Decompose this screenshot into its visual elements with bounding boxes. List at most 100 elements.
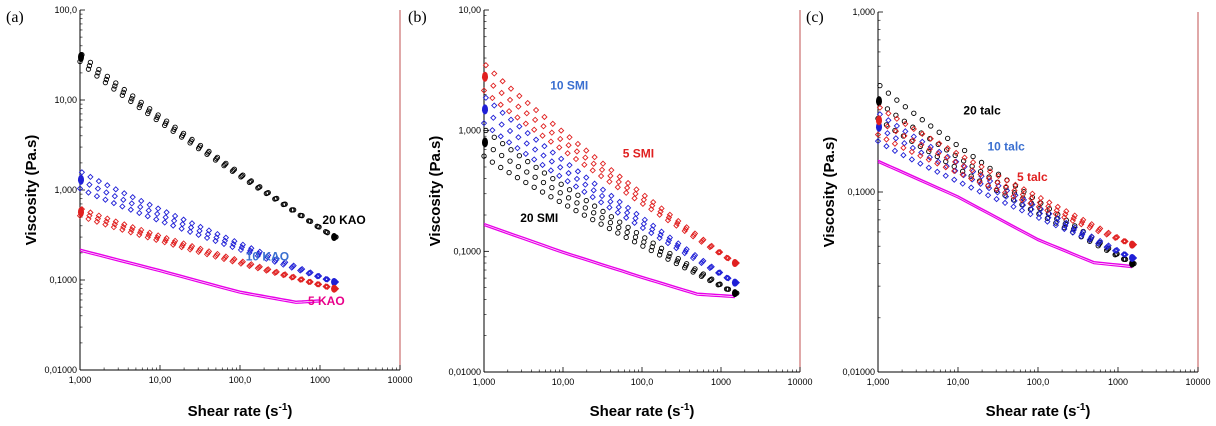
data-point: [505, 139, 513, 146]
data-point: [145, 207, 152, 214]
y-tick-label: 0,1000: [453, 246, 481, 256]
data-point: [272, 257, 279, 264]
data-point: [231, 255, 238, 263]
data-point: [214, 154, 221, 161]
data-point: [1054, 203, 1061, 211]
data-point: [86, 181, 93, 188]
data-point: [625, 224, 631, 231]
start-marker: [78, 206, 84, 217]
data-point: [96, 66, 102, 73]
data-point: [1096, 225, 1104, 232]
data-point: [926, 154, 933, 161]
data-point: [606, 225, 613, 232]
data-point: [977, 168, 984, 175]
data-point: [163, 118, 170, 124]
data-point: [640, 220, 647, 227]
data-point: [323, 283, 330, 290]
data-point: [639, 224, 647, 232]
data-point: [642, 235, 648, 241]
data-point: [204, 249, 212, 256]
fluid-curve: [877, 161, 1133, 269]
data-point: [531, 156, 538, 163]
data-point: [902, 128, 909, 135]
data-point: [581, 188, 588, 195]
x-tick-label: 1,000: [867, 377, 890, 387]
data-point: [1121, 238, 1128, 245]
data-point: [893, 122, 900, 130]
data-point: [171, 212, 179, 220]
data-point: [539, 161, 546, 169]
x-tick-label: 1000: [310, 375, 330, 385]
data-point: [499, 109, 506, 116]
data-point: [1063, 208, 1070, 215]
data-point: [884, 130, 891, 137]
data-point: [307, 278, 314, 285]
data-point: [1010, 203, 1017, 210]
data-point: [575, 192, 581, 198]
data-point: [146, 229, 153, 236]
data-point: [928, 123, 934, 129]
data-point: [918, 149, 925, 156]
data-point: [1071, 224, 1078, 231]
series-10-talc: [874, 111, 1138, 262]
data-point: [968, 175, 975, 182]
data-point: [945, 135, 951, 142]
data-point: [291, 207, 297, 213]
data-point: [623, 234, 629, 241]
data-point: [549, 184, 555, 191]
series-5-smi: [480, 62, 740, 268]
data-point: [691, 251, 699, 259]
data-point: [130, 93, 136, 99]
data-point: [315, 272, 323, 280]
data-point: [724, 274, 731, 282]
data-point: [290, 273, 297, 280]
data-point: [1045, 214, 1052, 221]
data-point: [1088, 221, 1095, 228]
data-point: [877, 82, 883, 89]
data-point: [960, 162, 967, 170]
y-axis-title: Viscosity (Pa.s): [821, 137, 838, 248]
data-point: [1088, 233, 1095, 240]
data-point: [531, 184, 537, 190]
y-tick-label: 0,1000: [49, 275, 77, 285]
data-point: [993, 195, 1000, 203]
fluid-curve: [483, 222, 735, 297]
data-point: [682, 247, 689, 255]
data-point: [683, 246, 690, 253]
data-point: [491, 102, 498, 109]
data-point: [968, 184, 975, 191]
data-point: [95, 212, 102, 219]
data-point: [623, 184, 631, 192]
data-point: [213, 234, 220, 241]
data-point: [885, 110, 892, 117]
data-point: [683, 261, 690, 267]
data-point: [700, 271, 707, 277]
data-point: [639, 200, 647, 207]
data-point: [1036, 210, 1044, 217]
data-point: [212, 237, 219, 245]
data-point: [498, 164, 504, 171]
data-point: [506, 169, 512, 176]
data-point: [683, 224, 690, 231]
data-point: [316, 224, 322, 230]
data-point: [952, 167, 959, 174]
data-point: [902, 104, 908, 110]
data-point: [708, 263, 715, 270]
data-point: [978, 173, 985, 180]
data-point: [900, 152, 907, 159]
data-point: [902, 120, 909, 128]
data-point: [113, 80, 119, 86]
data-point: [273, 255, 280, 262]
data-point: [548, 194, 554, 200]
data-point: [936, 129, 942, 135]
data-point: [590, 160, 597, 167]
data-point: [155, 112, 161, 118]
data-point: [85, 189, 92, 196]
data-point: [505, 108, 513, 115]
data-point: [498, 89, 505, 97]
data-point: [910, 125, 917, 133]
data-point: [1052, 210, 1059, 217]
data-point: [482, 62, 490, 69]
end-marker: [731, 289, 738, 298]
data-point: [298, 265, 306, 273]
